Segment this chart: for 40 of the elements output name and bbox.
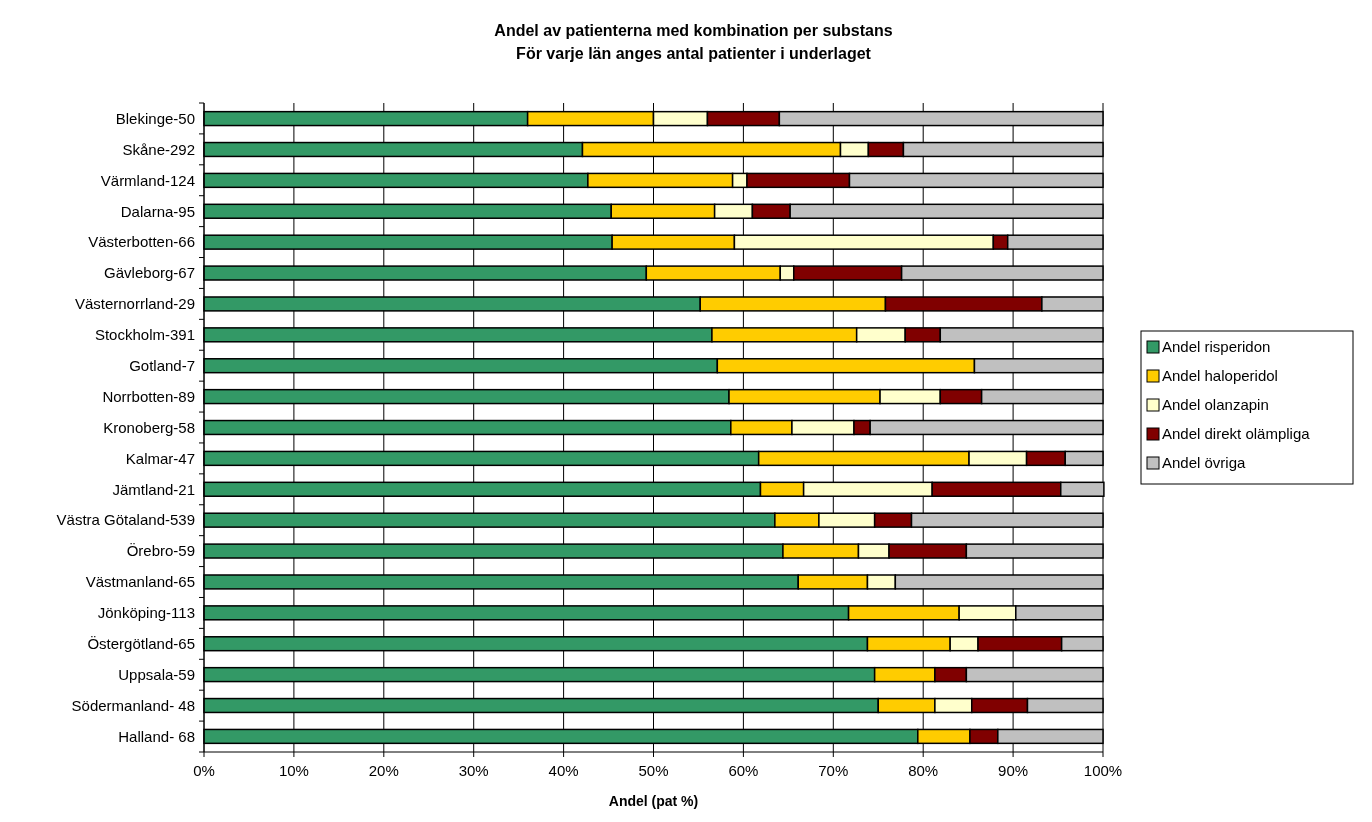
y-tick-label: Örebro-59 — [126, 542, 195, 560]
x-tick-label: 70% — [818, 762, 849, 779]
legend-label: Andel risperidon — [1162, 338, 1271, 356]
y-tick-label: Stockholm-391 — [94, 326, 195, 344]
y-tick-label: Västerbotten-66 — [88, 233, 195, 251]
y-tick-label: Kalmar-47 — [125, 449, 195, 467]
y-tick-label: Gotland-7 — [129, 356, 195, 374]
legend-label: Andel direkt olämpliga — [1162, 425, 1311, 443]
x-tick-label: 80% — [908, 762, 939, 779]
y-tick-label: Värmland-124 — [100, 171, 195, 189]
chart-title: Andel av patienterna med kombination per substans — [494, 22, 893, 39]
x-tick-label: 0% — [193, 762, 215, 779]
x-tick-label: 20% — [368, 762, 399, 779]
y-tick-label: Jönköping-113 — [97, 604, 195, 622]
x-tick-label: 40% — [548, 762, 579, 779]
x-tick-label: 50% — [638, 762, 669, 779]
y-tick-label: Skåne-292 — [122, 140, 195, 158]
legend-label: Andel haloperidol — [1162, 367, 1278, 385]
x-tick-label: 60% — [728, 762, 759, 779]
y-tick-label: Gävleborg-67 — [104, 264, 195, 282]
x-axis-title: Andel (pat %) — [608, 793, 699, 809]
y-tick-label: Kronoberg-58 — [103, 418, 195, 436]
y-tick-label: Västmanland-65 — [85, 573, 195, 591]
y-tick-label: Dalarna-95 — [120, 202, 195, 220]
y-tick-label: Östergötland-65 — [87, 634, 195, 652]
x-tick-label: 100% — [1083, 762, 1123, 779]
y-tick-label: Jämtland-21 — [112, 480, 195, 498]
y-tick-label: Södermanland- 48 — [71, 696, 195, 714]
x-tick-label: 90% — [998, 762, 1029, 779]
chart-subtitle: För varje län anges antal patienter i underlaget — [516, 45, 872, 62]
y-tick-label: Västra Götaland-539 — [56, 511, 195, 529]
y-tick-label: Västernorrland-29 — [74, 295, 195, 313]
y-tick-label: Uppsala-59 — [118, 665, 195, 683]
y-tick-label: Halland- 68 — [118, 727, 195, 745]
x-tick-label: 30% — [458, 762, 489, 779]
x-tick-label: 10% — [278, 762, 309, 779]
y-tick-label: Norrbotten-89 — [102, 387, 195, 405]
legend-label: Andel övriga — [1162, 454, 1247, 472]
y-tick-label: Blekinge-50 — [115, 109, 195, 127]
legend-label: Andel olanzapin — [1162, 396, 1269, 414]
